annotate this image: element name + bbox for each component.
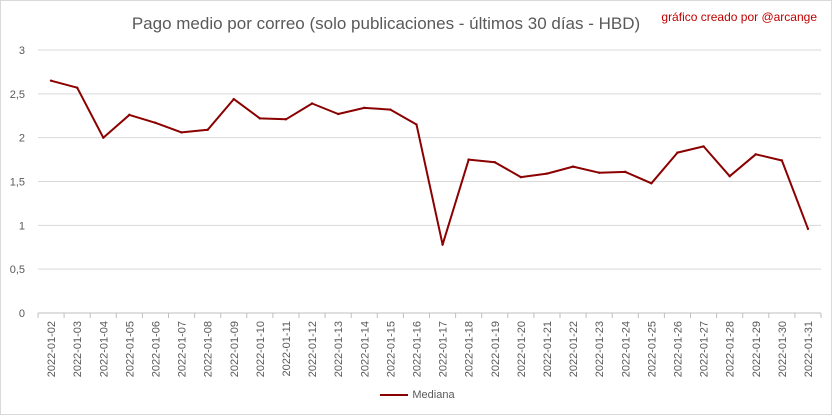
x-tick-label: 2022-01-06 — [150, 321, 162, 377]
x-tick-label: 2022-01-16 — [411, 321, 423, 377]
x-tick-label: 2022-01-13 — [333, 321, 345, 377]
x-tick-label: 2022-01-03 — [72, 321, 84, 377]
data-point — [493, 161, 496, 164]
y-tick-label: 1,5 — [10, 177, 25, 189]
data-point — [258, 117, 262, 120]
data-point — [676, 151, 679, 154]
x-tick-label: 2022-01-23 — [594, 321, 606, 377]
data-point — [154, 121, 157, 124]
x-tick-label: 2022-01-02 — [46, 321, 58, 377]
data-point — [467, 158, 470, 161]
y-tick-label: 0,5 — [10, 264, 25, 276]
data-point — [232, 97, 235, 101]
x-tick-label: 2022-01-24 — [620, 321, 632, 377]
data-point — [702, 145, 705, 148]
x-tick-label: 2022-01-18 — [464, 321, 476, 377]
x-tick-label: 2022-01-17 — [438, 321, 450, 377]
legend-swatch — [380, 394, 409, 397]
x-tick-label: 2022-01-26 — [672, 321, 684, 377]
x-tick-label: 2022-01-08 — [203, 321, 215, 377]
y-tick-label: 0 — [19, 308, 25, 320]
y-tick-label: 2 — [19, 133, 25, 145]
data-point — [728, 175, 731, 178]
y-tick-label: 1 — [19, 220, 25, 232]
data-point — [519, 175, 523, 179]
data-point — [780, 159, 784, 162]
data-point — [415, 123, 418, 126]
x-tick-label: 2022-01-22 — [568, 321, 580, 377]
x-tick-label: 2022-01-27 — [699, 321, 711, 377]
data-point — [441, 243, 444, 246]
data-point — [180, 131, 183, 134]
data-point — [206, 128, 209, 131]
x-tick-label: 2022-01-28 — [725, 321, 737, 377]
series-line-mediana — [50, 79, 809, 246]
chart-title: Pago medio por correo (solo publicacione… — [131, 14, 641, 33]
x-tick-label: 2022-01-20 — [516, 321, 528, 377]
data-point — [75, 86, 79, 89]
y-tick-label: 3 — [19, 45, 25, 57]
x-tick-label: 2022-01-09 — [229, 321, 241, 377]
data-point — [49, 79, 53, 82]
data-point — [102, 136, 105, 139]
x-tick-label: 2022-01-04 — [98, 321, 110, 377]
x-tick-label: 2022-01-25 — [646, 321, 658, 377]
data-point — [806, 227, 810, 231]
data-point — [754, 153, 757, 156]
x-tick-label: 2022-01-31 — [803, 321, 815, 377]
x-tick-label: 2022-01-29 — [751, 321, 763, 377]
data-point — [310, 102, 314, 105]
chart-credit: gráfico creado por @arcange — [661, 10, 817, 24]
data-point — [650, 182, 653, 185]
data-point — [363, 106, 366, 110]
y-tick-label: 2,5 — [10, 89, 25, 101]
data-point — [571, 165, 575, 168]
x-tick-label: 2022-01-10 — [255, 321, 267, 377]
x-tick-label: 2022-01-14 — [359, 321, 371, 377]
x-tick-label: 2022-01-12 — [307, 321, 319, 377]
x-tick-label: 2022-01-11 — [281, 321, 293, 376]
x-tick-label: 2022-01-07 — [177, 321, 189, 377]
data-point — [545, 172, 549, 175]
legend: Mediana — [1, 389, 833, 401]
x-tick-label: 2022-01-19 — [490, 321, 502, 377]
data-point — [336, 112, 340, 116]
x-tick-label: 2022-01-05 — [124, 321, 136, 377]
data-point — [128, 113, 131, 117]
x-tick-label: 2022-01-21 — [542, 321, 554, 377]
legend-label: Mediana — [412, 389, 455, 401]
data-point — [284, 118, 288, 121]
x-tick-label: 2022-01-15 — [385, 321, 397, 377]
data-point — [624, 170, 627, 174]
data-point — [389, 108, 392, 111]
x-tick-label: 2022-01-30 — [777, 321, 789, 377]
data-point — [597, 171, 601, 174]
